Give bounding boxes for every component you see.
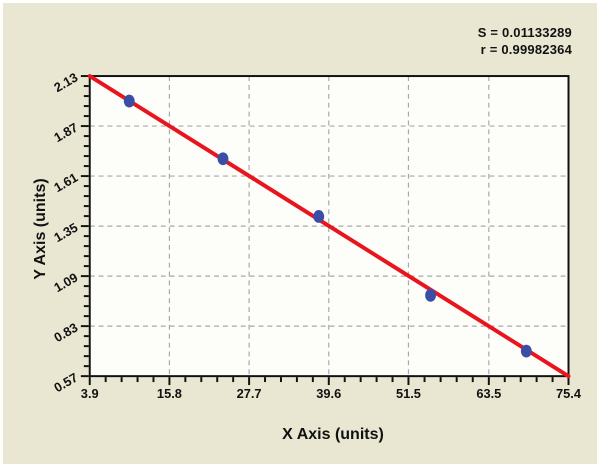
y-tick-label: 0.83 xyxy=(51,320,80,345)
y-tick-label: 1.61 xyxy=(51,170,80,195)
x-tick-label: 27.7 xyxy=(237,386,262,401)
x-tick-label: 39.6 xyxy=(316,386,341,401)
fit-line xyxy=(87,74,571,379)
x-axis-title: X Axis (units) xyxy=(282,426,384,443)
stat-slope: S = 0.01133289 xyxy=(477,25,572,40)
x-tick-label: 15.8 xyxy=(157,386,182,401)
x-tick-label: 3.9 xyxy=(81,386,99,401)
y-tick-label: 1.09 xyxy=(51,270,80,295)
x-tick-label: 51.5 xyxy=(396,386,421,401)
stats-block: S = 0.01133289 r = 0.99982364 xyxy=(478,24,572,58)
stat-correlation: r = 0.99982364 xyxy=(480,42,572,57)
x-tick-label: 75.4 xyxy=(556,386,582,401)
y-axis-title: Y Axis (units) xyxy=(32,178,49,280)
chart-svg: 3.9 15.8 27.7 39.6 51.5 63.5 75.4 0.57 0.83 1.09 1… xyxy=(51,70,582,401)
data-point xyxy=(425,288,436,302)
x-tick-label: 63.5 xyxy=(476,386,501,401)
y-tick-label: 1.35 xyxy=(51,220,80,245)
y-tick-label: 0.57 xyxy=(51,370,80,395)
data-point xyxy=(313,210,325,223)
y-tick-label: 2.13 xyxy=(51,70,80,95)
plot-border xyxy=(88,75,570,378)
data-point xyxy=(217,152,229,166)
data-point xyxy=(520,344,532,358)
data-point xyxy=(123,94,135,108)
y-tick-label: 1.87 xyxy=(51,120,80,145)
